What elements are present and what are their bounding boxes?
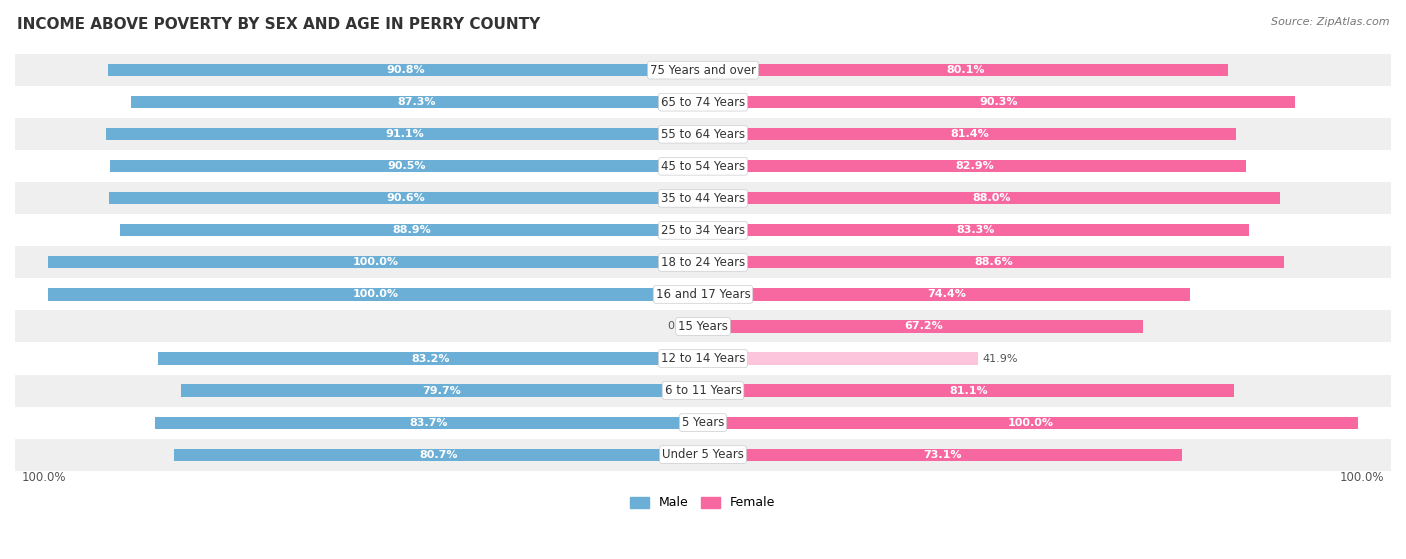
Text: Under 5 Years: Under 5 Years: [662, 448, 744, 461]
Bar: [703, 448, 1182, 461]
Text: 55 to 64 Years: 55 to 64 Years: [661, 127, 745, 141]
Bar: [181, 385, 703, 397]
Bar: [703, 160, 1246, 172]
Text: 90.8%: 90.8%: [387, 65, 425, 75]
Text: 18 to 24 Years: 18 to 24 Years: [661, 256, 745, 269]
Bar: [15, 118, 1391, 150]
Bar: [703, 288, 1191, 301]
Text: 88.6%: 88.6%: [974, 257, 1012, 267]
Bar: [703, 96, 1295, 108]
Bar: [703, 64, 1227, 76]
Bar: [703, 257, 1284, 268]
Bar: [15, 54, 1391, 86]
Text: 45 to 54 Years: 45 to 54 Years: [661, 160, 745, 173]
Bar: [703, 320, 1143, 333]
Bar: [703, 192, 1279, 205]
Text: 83.3%: 83.3%: [956, 225, 995, 235]
Bar: [703, 352, 977, 364]
Text: 83.2%: 83.2%: [411, 353, 450, 363]
Text: 90.3%: 90.3%: [980, 97, 1018, 107]
Bar: [110, 192, 703, 205]
Text: 41.9%: 41.9%: [983, 353, 1018, 363]
Text: 73.1%: 73.1%: [924, 449, 962, 459]
Bar: [15, 150, 1391, 182]
Text: 67.2%: 67.2%: [904, 321, 942, 331]
Text: 88.0%: 88.0%: [972, 193, 1011, 203]
Text: 100.0%: 100.0%: [21, 471, 66, 484]
Text: 15 Years: 15 Years: [678, 320, 728, 333]
Bar: [48, 257, 703, 268]
Bar: [697, 320, 703, 333]
Text: 81.4%: 81.4%: [950, 129, 988, 139]
Text: 16 and 17 Years: 16 and 17 Years: [655, 288, 751, 301]
Text: 6 to 11 Years: 6 to 11 Years: [665, 384, 741, 397]
Bar: [15, 439, 1391, 471]
Text: 88.9%: 88.9%: [392, 225, 432, 235]
Bar: [131, 96, 703, 108]
Text: 82.9%: 82.9%: [955, 161, 994, 171]
Bar: [15, 182, 1391, 214]
Bar: [15, 247, 1391, 278]
Text: 74.4%: 74.4%: [928, 290, 966, 300]
Text: 35 to 44 Years: 35 to 44 Years: [661, 192, 745, 205]
Bar: [174, 448, 703, 461]
Text: 81.1%: 81.1%: [949, 386, 988, 396]
Text: 12 to 14 Years: 12 to 14 Years: [661, 352, 745, 365]
Bar: [703, 416, 1358, 429]
Legend: Male, Female: Male, Female: [626, 491, 780, 514]
Bar: [157, 352, 703, 364]
Bar: [15, 310, 1391, 343]
Bar: [110, 160, 703, 172]
Text: 100.0%: 100.0%: [353, 290, 398, 300]
Bar: [15, 375, 1391, 406]
Text: INCOME ABOVE POVERTY BY SEX AND AGE IN PERRY COUNTY: INCOME ABOVE POVERTY BY SEX AND AGE IN P…: [17, 17, 540, 32]
Text: 100.0%: 100.0%: [1008, 418, 1053, 428]
Bar: [15, 214, 1391, 247]
Text: 80.1%: 80.1%: [946, 65, 984, 75]
Text: 25 to 34 Years: 25 to 34 Years: [661, 224, 745, 237]
Bar: [155, 416, 703, 429]
Text: 90.5%: 90.5%: [387, 161, 426, 171]
Bar: [15, 278, 1391, 310]
Text: 100.0%: 100.0%: [353, 257, 398, 267]
Text: 5 Years: 5 Years: [682, 416, 724, 429]
Bar: [15, 343, 1391, 375]
Text: 91.1%: 91.1%: [385, 129, 425, 139]
Text: 65 to 74 Years: 65 to 74 Years: [661, 96, 745, 108]
Bar: [15, 406, 1391, 439]
Text: 75 Years and over: 75 Years and over: [650, 64, 756, 77]
Text: 87.3%: 87.3%: [398, 97, 436, 107]
Bar: [121, 224, 703, 236]
Text: 90.6%: 90.6%: [387, 193, 426, 203]
Bar: [703, 385, 1234, 397]
Text: 0.0%: 0.0%: [666, 321, 695, 331]
Bar: [105, 128, 703, 140]
Text: Source: ZipAtlas.com: Source: ZipAtlas.com: [1271, 17, 1389, 27]
Text: 100.0%: 100.0%: [1340, 471, 1385, 484]
Bar: [108, 64, 703, 76]
Bar: [703, 128, 1236, 140]
Text: 80.7%: 80.7%: [419, 449, 458, 459]
Text: 79.7%: 79.7%: [423, 386, 461, 396]
Bar: [48, 288, 703, 301]
Text: 83.7%: 83.7%: [409, 418, 449, 428]
Bar: [15, 86, 1391, 118]
Bar: [703, 224, 1249, 236]
